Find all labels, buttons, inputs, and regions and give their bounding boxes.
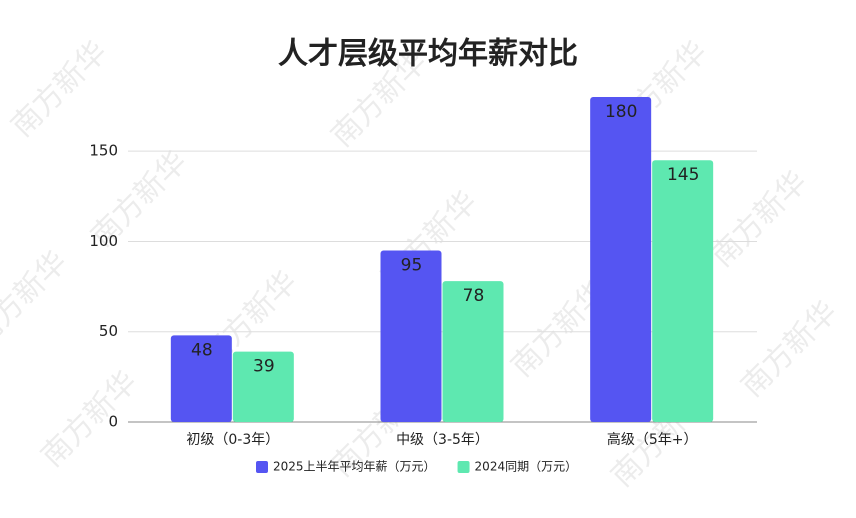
data-label: 78 xyxy=(463,286,485,306)
chart-title: 人才层级平均年薪对比 xyxy=(278,37,578,72)
y-tick-label: 150 xyxy=(89,142,118,160)
data-label: 39 xyxy=(253,357,275,377)
bar xyxy=(442,281,504,422)
bar xyxy=(170,335,232,422)
x-tick-label: 初级（0-3年） xyxy=(186,431,279,448)
legend-swatch xyxy=(256,461,268,473)
y-tick-label: 0 xyxy=(108,413,118,431)
x-tick-label: 中级（3-5年） xyxy=(396,432,489,448)
legend-label: 2025上半年平均年薪（万元） xyxy=(273,460,436,474)
data-label: 180 xyxy=(605,102,637,122)
bar xyxy=(652,160,714,422)
data-label: 95 xyxy=(401,255,423,275)
data-label: 145 xyxy=(667,165,699,185)
x-tick-label: 高级（5年+） xyxy=(607,431,698,448)
bar xyxy=(590,97,652,422)
legend-label: 2024同期（万元） xyxy=(475,460,578,474)
bar xyxy=(232,351,294,422)
y-tick-label: 100 xyxy=(89,232,118,250)
data-label: 48 xyxy=(191,340,213,360)
y-tick-label: 50 xyxy=(99,322,118,340)
bar xyxy=(380,250,442,422)
legend-swatch xyxy=(457,461,470,473)
